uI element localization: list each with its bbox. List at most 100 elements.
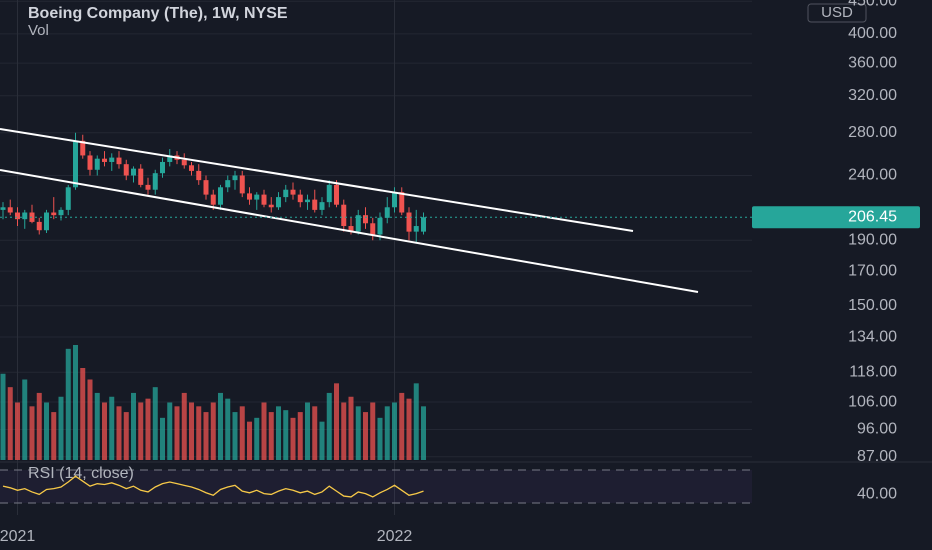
x-tick-label: 2021 <box>0 528 35 545</box>
volume-bar <box>254 417 260 460</box>
y-tick-label: 96.00 <box>857 421 897 438</box>
volume-bar <box>312 406 318 460</box>
volume-bar <box>87 379 93 460</box>
candle-body <box>109 157 115 162</box>
candle-body <box>203 180 209 195</box>
volume-bar <box>326 392 332 460</box>
candles <box>0 132 426 244</box>
candle-body <box>123 164 129 176</box>
volume-bar <box>334 383 339 460</box>
rsi-line <box>2 475 424 498</box>
trend-line <box>0 169 699 293</box>
volume-bar <box>58 396 64 460</box>
volume-bar <box>145 398 151 460</box>
volume-bar <box>174 406 180 460</box>
volume-bar <box>203 412 209 460</box>
y-tick-label: 240.00 <box>848 167 897 184</box>
volume-bar <box>116 406 122 460</box>
volume-bar <box>399 392 405 460</box>
candle-body <box>181 159 187 166</box>
volume-bar <box>341 402 347 460</box>
candle-body <box>145 184 151 190</box>
candle-body <box>102 158 107 162</box>
candle-body <box>341 204 347 227</box>
volume-bar <box>276 406 281 460</box>
volume-bar <box>305 402 310 460</box>
y-tick-label: 87.00 <box>857 448 897 465</box>
candle-body <box>334 184 339 205</box>
candle-body <box>116 157 122 165</box>
volume-bar <box>109 396 115 460</box>
last-price-box <box>752 206 920 229</box>
volume-bar <box>247 421 252 460</box>
volume-pane <box>0 345 426 460</box>
y-tick-label: 320.00 <box>848 87 897 104</box>
rsi-title: RSI (14, close) <box>28 465 134 482</box>
volume-bar <box>370 402 376 460</box>
volume-bar <box>421 406 426 460</box>
candle-body <box>44 212 49 231</box>
candle-body <box>268 204 274 208</box>
candle-body <box>58 209 64 216</box>
volume-bar <box>29 406 35 460</box>
y-tick-label: 106.00 <box>848 393 897 410</box>
volume-bar <box>94 392 100 460</box>
volume-bar <box>392 402 397 460</box>
rsi-pane <box>2 475 424 498</box>
candle-body <box>406 212 412 232</box>
x-tick-label: 2022 <box>377 528 413 545</box>
candle-body <box>254 194 260 200</box>
y-tick-label: 134.00 <box>848 328 897 345</box>
currency-box[interactable] <box>807 3 867 23</box>
candle-body <box>218 187 223 205</box>
volume-bar <box>377 417 383 460</box>
volume-bar <box>138 402 144 460</box>
volume-bar <box>36 392 42 460</box>
candle-body <box>94 158 100 170</box>
candle-body <box>421 217 426 232</box>
candle-body <box>0 207 6 210</box>
candle-body <box>51 212 57 216</box>
candle-body <box>167 155 173 162</box>
volume-bar <box>189 402 194 460</box>
rsi-tick-label: 40.00 <box>857 486 897 503</box>
candle-body <box>290 189 296 195</box>
volume-bar <box>268 412 274 460</box>
chart-title: Boeing Company (The), 1W, NYSE <box>28 5 288 22</box>
volume-bar <box>413 383 419 460</box>
volume-bar <box>80 368 86 460</box>
volume-bar <box>363 412 368 460</box>
candle-body <box>305 199 310 203</box>
volume-bar <box>167 402 173 460</box>
candle-body <box>384 207 390 218</box>
volume-bar <box>15 402 20 460</box>
y-tick-label: 280.00 <box>848 124 897 141</box>
volume-bar <box>102 402 107 460</box>
candle-body <box>413 226 419 232</box>
candle-body <box>392 192 397 208</box>
last-price-label: 206.45 <box>848 208 897 225</box>
candle-body <box>283 189 289 198</box>
volume-bar <box>123 412 129 460</box>
candle-body <box>189 165 194 171</box>
volume-bar <box>225 398 231 460</box>
candle-body <box>152 173 158 190</box>
candle-body <box>196 170 202 181</box>
candle-body <box>65 187 71 210</box>
volume-bar <box>406 398 412 460</box>
candle-body <box>15 212 20 220</box>
volume-bar <box>65 348 71 460</box>
volume-bar <box>355 406 361 460</box>
candle-body <box>36 221 42 231</box>
volume-bar <box>290 417 296 460</box>
volume-bar <box>210 402 216 460</box>
candle-body <box>276 197 281 208</box>
candle-body <box>239 175 245 194</box>
y-tick-label: 190.00 <box>848 231 897 248</box>
volume-bar <box>239 406 245 460</box>
currency-label[interactable]: USD <box>821 4 853 21</box>
volume-bar <box>131 392 136 460</box>
y-tick-label: 450.00 <box>848 0 897 9</box>
